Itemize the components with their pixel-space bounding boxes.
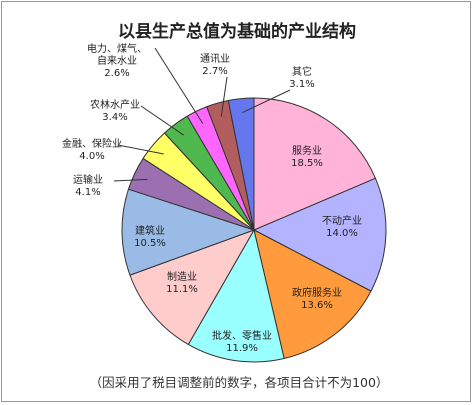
slice-label-10: 电力、煤气、	[87, 42, 147, 55]
slice-value-11: 2.7%	[202, 66, 227, 77]
slice-label-9: 农林水产业	[90, 98, 140, 111]
pie-slice-1	[253, 97, 376, 231]
slice-label-11: 通讯业	[200, 53, 230, 65]
pie-slice-3	[253, 229, 372, 360]
slice-label-6: 建筑业	[135, 224, 165, 237]
slice-value-1: 18.5%	[291, 158, 323, 169]
slice-value-8: 4.0%	[79, 151, 104, 162]
leader-lines	[113, 47, 291, 182]
leader-line-9	[140, 105, 185, 136]
slice-value-4: 11.9%	[226, 343, 258, 354]
slice-label-12: 其它	[292, 65, 312, 78]
slice-label-7: 运输业	[73, 173, 103, 186]
pie-slice-4	[187, 229, 285, 363]
slice-value-5: 11.1%	[166, 284, 198, 295]
slice-label-3: 政府服务业	[292, 286, 342, 299]
leader-line-11	[220, 76, 228, 117]
leader-line-8	[117, 144, 164, 155]
chart-title: 以县生产总值为基础的产业结构	[118, 21, 356, 42]
slice-label-8: 金融、保险业	[62, 137, 122, 150]
pie-slice-6	[121, 188, 255, 276]
pie-slices	[121, 97, 387, 363]
pie-slice-5	[129, 229, 255, 345]
slice-label-5: 制造业	[167, 270, 197, 283]
pie-slice-2	[253, 177, 387, 292]
slice-label-2: 不动产业	[322, 214, 362, 227]
slice-label-10: 自来水业	[97, 54, 137, 67]
slice-label-1: 服务业	[292, 144, 322, 157]
slice-value-12: 3.1%	[289, 79, 314, 90]
leader-line-10	[154, 47, 204, 124]
slice-value-9: 3.4%	[102, 112, 127, 123]
leader-line-12	[242, 89, 291, 114]
slice-value-2: 14.0%	[326, 228, 358, 239]
slice-value-3: 13.6%	[301, 300, 333, 311]
slice-value-10: 2.6%	[104, 68, 129, 79]
slice-value-6: 10.5%	[134, 238, 166, 249]
chart-footnote: （因采用了税目调整前的数字，各项目合计不为100）	[90, 375, 389, 390]
pie-slice-12	[227, 97, 255, 231]
slice-value-7: 4.1%	[75, 187, 100, 198]
leader-line-7	[113, 178, 148, 182]
slice-label-4: 批发、零售业	[212, 329, 272, 342]
